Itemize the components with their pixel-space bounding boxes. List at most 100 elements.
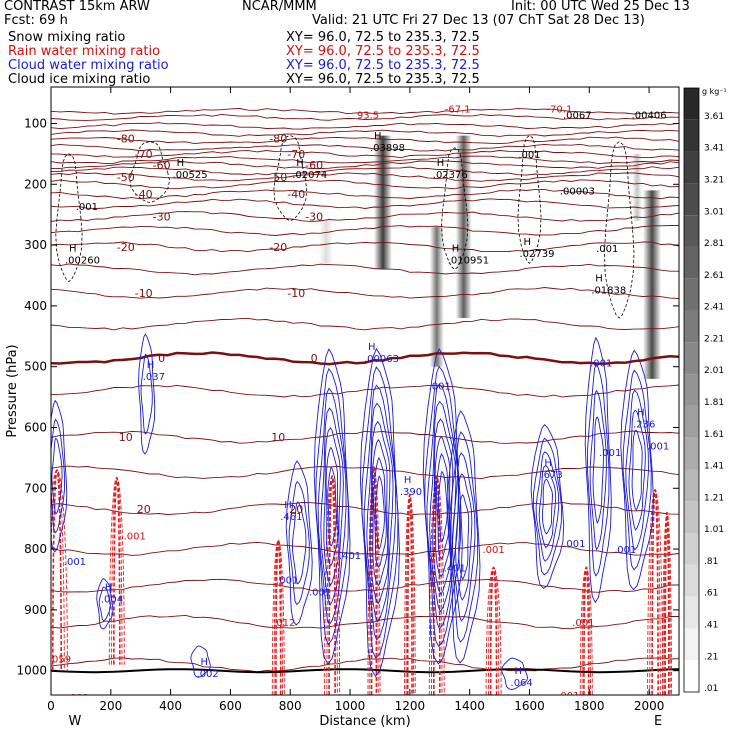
contour-value-label: -70.1 [546, 104, 572, 115]
y-tick-label: 1000 [16, 664, 47, 678]
rain-contour [433, 475, 441, 695]
cloud-water-contour [138, 333, 156, 455]
isotherm-label: -70 [287, 148, 305, 161]
high-marker: H [284, 500, 292, 511]
cloud-water-contour [424, 365, 462, 648]
colorbar-swatch [684, 533, 699, 565]
cloud-water-contour [455, 473, 473, 601]
high-value: .01838 [591, 286, 626, 297]
high-value: .002 [197, 669, 219, 680]
isotherm-label: -80 [117, 133, 135, 146]
rain-contour [370, 466, 378, 695]
field-rain-label: Rain water mixing ratio [8, 44, 161, 59]
cloud-water-contour [369, 420, 391, 605]
cloud-water-contour [51, 418, 66, 534]
cloud-water-contour [315, 367, 349, 646]
surface-line [51, 668, 679, 674]
high-value: .004 [101, 595, 123, 606]
colorbar-label: 3.61 [704, 112, 724, 122]
contour-value-label: .00406 [632, 110, 667, 121]
y-tick-label: 200 [24, 177, 47, 191]
cloud-water-contour [620, 349, 654, 591]
cloud-water-contour [325, 446, 339, 567]
colorbar-label: 1.01 [704, 525, 724, 535]
cloud-water-contour [435, 453, 450, 560]
isotherm-label: 10 [119, 431, 133, 444]
rain-contour [489, 566, 498, 695]
high-marker: H [368, 342, 376, 353]
cloud-water-contour [432, 418, 454, 595]
high-marker: H [595, 274, 603, 285]
isotherm-label: 20 [137, 503, 151, 516]
y-tick-label: 900 [24, 603, 47, 617]
colorbar-label: .61 [704, 589, 718, 599]
isotherm [51, 143, 679, 152]
isotherm [51, 136, 679, 145]
high-value: .010951 [448, 255, 489, 266]
high-marker: H [201, 657, 209, 668]
x-tick-label: 1600 [514, 699, 545, 713]
x-tick-label: 2000 [634, 699, 665, 713]
west-label: W [68, 714, 81, 729]
isotherm-label: -80 [269, 133, 287, 146]
cloud-water-contour [530, 424, 565, 589]
isotherm [51, 129, 679, 137]
colorbar-label: 3.21 [704, 175, 724, 185]
contour-value-label: .001 [64, 557, 86, 568]
isotherm-label: -70 [135, 148, 153, 161]
isotherm [51, 108, 679, 115]
cloud-water-contour [327, 466, 337, 547]
isotherm-label: -20 [117, 241, 135, 254]
contour-value-label: .001 [76, 202, 98, 213]
high-value: .02739 [519, 249, 554, 260]
high-value: .461 [280, 512, 302, 523]
isotherm [51, 225, 679, 236]
cloud-water-contour [323, 426, 341, 587]
isotherm [51, 263, 679, 276]
snow-plume [319, 220, 334, 264]
snow-plume [632, 153, 643, 221]
high-value: .00525 [173, 170, 208, 181]
isotherm-label: -10 [135, 287, 153, 300]
colorbar-swatch [684, 278, 699, 311]
y-tick-label: 600 [24, 420, 47, 434]
colorbar-frame [683, 87, 700, 693]
colorbar-label: 2.81 [704, 239, 724, 249]
cloud-water-contour [446, 410, 481, 664]
temperature-contours [51, 108, 679, 674]
rain-contour [367, 466, 381, 695]
high-value: .390 [400, 487, 422, 498]
plot-background [51, 87, 679, 695]
cloud-water-contour [587, 363, 610, 577]
rain-contour [583, 566, 590, 695]
colorbar-label: 3.01 [704, 207, 724, 217]
colorbar-label: 2.61 [704, 271, 724, 281]
x-tick-label: 400 [159, 699, 182, 713]
contour-value-label: .401 [339, 551, 361, 562]
cloud-water-contour [371, 438, 389, 587]
colorbar-label: 3.41 [704, 144, 724, 154]
colorbar-label: 1.61 [704, 430, 724, 440]
colorbar-swatch [684, 501, 699, 534]
cloud-water-contour [363, 384, 397, 641]
cloud-water-contour [584, 336, 612, 604]
cloud-water-contour [622, 369, 652, 571]
colorbar-unit: g kg⁻¹ [702, 87, 727, 96]
isotherm [51, 160, 679, 170]
high-marker: H [147, 360, 155, 371]
rain-water-contours [51, 466, 672, 695]
center-label: NCAR/MMM [242, 0, 317, 14]
cloud-ice-contour [517, 135, 542, 264]
isotherm [51, 211, 679, 222]
x-tick-label: 1200 [395, 699, 426, 713]
high-marker: H [296, 158, 304, 169]
cloud-water-contour [375, 475, 385, 550]
contour-value-label: .012 [273, 618, 295, 629]
x-tick-label: 1000 [335, 699, 366, 713]
y-tick-label: 500 [24, 360, 47, 374]
cloud-water-contour [366, 402, 394, 623]
high-marker: H [452, 243, 460, 254]
isotherm-label: -60 [153, 159, 171, 172]
cloud-water-contour [317, 387, 347, 626]
